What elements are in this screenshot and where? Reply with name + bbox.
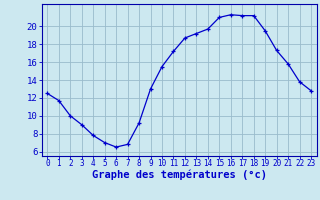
X-axis label: Graphe des températures (°c): Graphe des températures (°c) — [92, 169, 267, 180]
